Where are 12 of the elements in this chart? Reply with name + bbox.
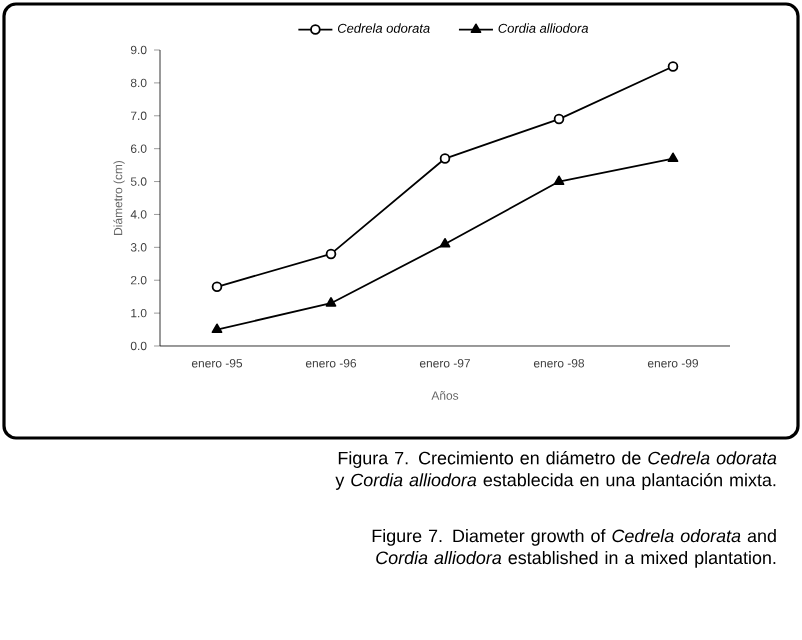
point	[211, 323, 223, 334]
point	[325, 248, 337, 260]
point	[553, 113, 565, 125]
point	[667, 152, 679, 163]
text: Figure 7. Diameter growth of Cedrela odorata and Cordia alliodora established in a mixed plantation.	[372, 529, 776, 568]
point	[667, 61, 679, 72]
text: Figura 7. Crecimiento en diámetro de Cedrela odorata y Cordia alliodora establecida en una plantación mixta.	[335, 451, 777, 490]
point	[211, 281, 223, 293]
point	[553, 175, 565, 186]
point	[325, 297, 337, 307]
point	[439, 237, 451, 248]
point	[439, 153, 451, 164]
